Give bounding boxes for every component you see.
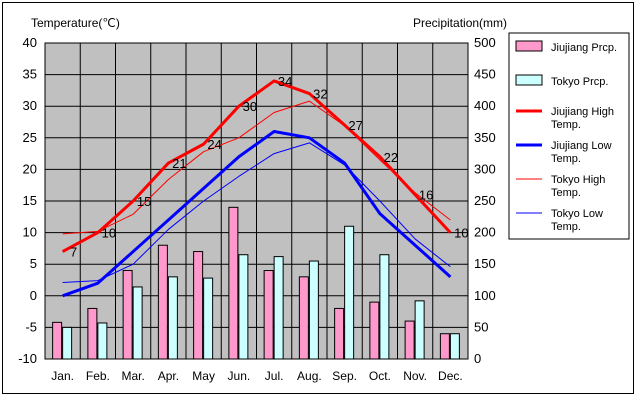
jiujiang-prcp-bar xyxy=(404,320,415,360)
y-left-axis-title: Temperature(℃) xyxy=(31,16,120,30)
tokyo-prcp-bar xyxy=(273,256,284,360)
legend: Jiujiang Prcp. Tokyo Prcp. Jiujiang High Te… xyxy=(508,32,630,240)
high-temp-data-label: 34 xyxy=(278,74,292,89)
legend-label: Jiujiang High Temp. xyxy=(551,106,614,131)
x-tick-label: May xyxy=(192,369,215,383)
tokyo-high-line xyxy=(62,100,451,235)
legend-label: Jiujiang Prcp. xyxy=(551,42,617,54)
y-left-tick-label: 35 xyxy=(23,67,37,82)
tokyo-prcp-bar xyxy=(97,322,108,360)
high-temp-data-label: 7 xyxy=(70,245,77,260)
temperature-lines xyxy=(61,79,452,298)
x-tick-label: Sep. xyxy=(332,369,357,383)
legend-label: Tokyo High Temp. xyxy=(551,174,605,199)
tokyo-prcp-bar xyxy=(449,333,460,360)
jiujiang-prcp-bar xyxy=(298,276,309,360)
tokyo-low-line xyxy=(62,142,451,284)
precipitation-bars xyxy=(52,206,460,360)
high-temp-data-label: 21 xyxy=(172,156,186,171)
tokyo-prcp-bar xyxy=(414,300,425,360)
legend-box xyxy=(508,32,630,240)
high-temp-data-label: 22 xyxy=(384,150,398,165)
jiujiang-prcp-bar xyxy=(122,270,133,360)
chart-frame: Temperature(℃) Precipitation(mm) 7 10 15 21… xyxy=(2,2,634,394)
y-left-tick-label: 10 xyxy=(23,225,37,240)
tokyo-prcp-bar xyxy=(132,286,143,360)
jiujiang-high-line xyxy=(61,79,452,253)
y-left-tick-label: 30 xyxy=(23,98,37,113)
climate-chart: Temperature(℃) Precipitation(mm) 7 10 15 21… xyxy=(18,16,630,383)
y-right-tick-label: 300 xyxy=(474,161,496,176)
y-right-axis-title: Precipitation(mm) xyxy=(413,16,507,30)
jiujiang-prcp-bar xyxy=(228,206,239,360)
jiujiang-prcp-bar xyxy=(263,270,274,360)
tokyo-prcp-bar xyxy=(167,276,178,360)
tokyo-prcp-bar xyxy=(379,254,390,360)
legend-label: Tokyo Prcp. xyxy=(551,76,608,88)
y-right-tick-label: 450 xyxy=(474,67,496,82)
x-tick-label: Jul. xyxy=(265,369,284,383)
jiujiang-prcp-bar xyxy=(87,307,98,360)
x-tick-labels: Jan. Feb. Mar. Apr. May Jun. Jul. Aug. Sep. Oct. N… xyxy=(51,369,462,383)
y-left-tick-label: 40 xyxy=(23,35,37,50)
y-right-tick-label: 100 xyxy=(474,288,496,303)
y-right-tick-label: 150 xyxy=(474,256,496,271)
y-left-tick-label: 15 xyxy=(23,193,37,208)
jiujiang-prcp-bar xyxy=(369,301,380,360)
high-temp-data-label: 24 xyxy=(207,137,221,152)
high-temp-data-label: 16 xyxy=(419,188,433,203)
y-left-tick-label: 5 xyxy=(30,256,37,271)
x-tick-label: Apr. xyxy=(158,369,179,383)
x-tick-label: Nov. xyxy=(403,369,427,383)
x-tick-label: Mar. xyxy=(121,369,144,383)
x-tick-label: Jun. xyxy=(228,369,251,383)
jiujiang-low-line xyxy=(62,129,452,298)
y-right-tick-label: 350 xyxy=(474,130,496,145)
data-labels: 7 10 15 21 24 30 34 32 27 22 16 10 xyxy=(70,74,469,260)
y-left-tick-label: -5 xyxy=(25,319,37,334)
tokyo-prcp-bar xyxy=(62,326,73,360)
legend-swatch-jiujiang-prcp xyxy=(515,40,543,52)
jiujiang-prcp-bar xyxy=(157,244,168,360)
high-temp-data-label: 32 xyxy=(313,87,327,102)
jiujiang-prcp-bar xyxy=(52,321,63,360)
y-right-tick-label: 200 xyxy=(474,225,496,240)
y-left-ticks: 40 35 30 25 20 15 10 5 0 -5 -10 xyxy=(18,35,37,366)
jiujiang-prcp-bar xyxy=(193,251,204,360)
x-tick-label: Feb. xyxy=(86,369,110,383)
high-temp-data-label: 10 xyxy=(454,226,468,241)
x-tick-label: Oct. xyxy=(369,369,391,383)
y-left-tick-label: 0 xyxy=(30,288,37,303)
y-left-tick-label: 25 xyxy=(23,130,37,145)
high-temp-data-label: 27 xyxy=(348,118,362,133)
y-right-tick-label: 400 xyxy=(474,98,496,113)
x-tick-label: Aug. xyxy=(297,369,322,383)
tokyo-prcp-bar xyxy=(238,254,249,360)
grid-lines xyxy=(45,43,468,359)
y-right-tick-label: 250 xyxy=(474,193,496,208)
legend-label: Jiujiang Low Temp. xyxy=(551,140,612,165)
tokyo-prcp-bar xyxy=(344,225,355,360)
y-left-tick-label: -10 xyxy=(18,351,37,366)
jiujiang-prcp-bar xyxy=(439,333,450,360)
tokyo-prcp-bar xyxy=(308,260,319,360)
x-tick-label: Dec. xyxy=(438,369,463,383)
legend-swatch-tokyo-prcp xyxy=(515,74,543,86)
high-temp-data-label: 15 xyxy=(137,194,151,209)
x-tick-label: Jan. xyxy=(51,369,74,383)
tokyo-prcp-bar xyxy=(203,277,214,360)
y-right-tick-label: 0 xyxy=(474,351,481,366)
jiujiang-prcp-bar xyxy=(334,307,345,360)
high-temp-data-label: 10 xyxy=(102,226,116,241)
y-left-tick-label: 20 xyxy=(23,161,37,176)
legend-label: Tokyo Low Temp. xyxy=(551,208,603,233)
y-right-tick-label: 500 xyxy=(474,35,496,50)
high-temp-data-label: 30 xyxy=(243,99,257,114)
y-right-tick-label: 50 xyxy=(474,319,488,334)
